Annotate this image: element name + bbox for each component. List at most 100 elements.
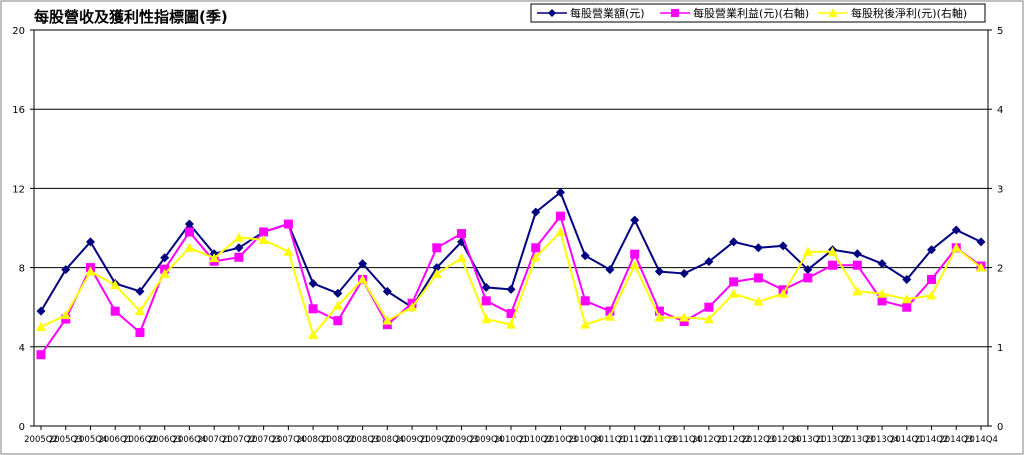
data-point [927, 245, 937, 255]
data-point [976, 237, 986, 247]
x-tick-label: 2008Q2 [321, 435, 355, 445]
data-point [704, 257, 714, 267]
data-point [802, 246, 813, 256]
data-point [481, 296, 491, 306]
y-tick-label: 16 [12, 105, 25, 116]
data-point [234, 243, 244, 253]
x-tick-label: 2013Q3 [840, 435, 874, 445]
data-point [729, 237, 739, 247]
data-point [85, 266, 96, 276]
data-point [580, 296, 590, 306]
data-point [630, 215, 640, 225]
data-point [827, 246, 838, 256]
data-point [852, 286, 863, 296]
y2-tick-label: 0 [997, 422, 1003, 433]
data-point [358, 259, 368, 269]
x-tick-label: 2006Q4 [173, 435, 207, 445]
y2-tick-label: 5 [997, 26, 1003, 37]
x-tick-label: 2009Q2 [420, 435, 454, 445]
data-point [753, 273, 763, 283]
x-tick-label: 2011Q2 [618, 435, 652, 445]
x-tick-label: 2014Q1 [890, 435, 924, 445]
data-point [951, 225, 961, 235]
data-point [555, 211, 565, 221]
legend-revenue-marker [548, 9, 556, 17]
x-tick-label: 2007Q3 [247, 435, 281, 445]
data-point [209, 253, 220, 263]
data-point [407, 302, 418, 312]
data-point [481, 282, 491, 292]
x-tick-label: 2014Q2 [915, 435, 949, 445]
data-point [506, 319, 516, 329]
data-point [135, 286, 145, 296]
data-point [531, 207, 541, 217]
x-tick-label: 2005Q4 [74, 435, 108, 445]
data-point [283, 246, 294, 256]
data-point [382, 315, 393, 325]
data-point [778, 241, 788, 251]
x-tick-label: 2006Q2 [123, 435, 157, 445]
data-point [160, 253, 170, 263]
data-point [506, 284, 516, 294]
data-point [431, 268, 442, 278]
data-point [679, 269, 689, 279]
data-point [679, 312, 690, 322]
x-tick-label: 2007Q1 [197, 435, 231, 445]
y-tick-label: 8 [19, 264, 25, 275]
x-tick-label: 2009Q1 [395, 435, 429, 445]
data-point [902, 302, 912, 312]
data-point [630, 249, 640, 259]
y2-tick-label: 3 [997, 184, 1003, 195]
data-point [580, 251, 590, 261]
data-point [654, 312, 665, 322]
data-point [357, 274, 368, 284]
data-point [902, 274, 912, 284]
data-point [259, 227, 269, 237]
x-tick-label: 2005Q2 [24, 435, 58, 445]
data-point [654, 267, 664, 277]
x-tick-label: 2014Q4 [964, 435, 998, 445]
y2-tick-label: 2 [997, 264, 1003, 275]
data-point [184, 227, 194, 237]
data-point [134, 306, 145, 316]
data-point [828, 260, 838, 270]
data-point [654, 306, 664, 316]
data-point [704, 302, 714, 312]
data-point [333, 316, 343, 326]
data-point [877, 296, 887, 306]
data-point [927, 274, 937, 284]
series-0 [36, 187, 986, 316]
data-point [85, 237, 95, 247]
legend-item-net-income: 每股稅後淨利(元)(右軸) [818, 6, 967, 20]
x-tick-label: 2006Q1 [98, 435, 132, 445]
data-point [481, 314, 492, 324]
data-point [506, 309, 516, 319]
data-point [605, 306, 615, 316]
y-tick-label: 12 [12, 184, 25, 195]
data-point [184, 219, 194, 229]
x-tick-label: 2008Q1 [296, 435, 330, 445]
data-point [555, 226, 566, 236]
x-tick-label: 2005Q3 [49, 435, 83, 445]
data-point [555, 187, 565, 197]
data-point [159, 268, 170, 278]
data-point [432, 263, 442, 273]
data-point [135, 328, 145, 338]
data-point [308, 278, 318, 288]
x-tick-label: 2012Q2 [717, 435, 751, 445]
data-point [629, 260, 640, 270]
x-tick-label: 2007Q2 [222, 435, 256, 445]
data-point [233, 232, 244, 242]
data-point [36, 350, 46, 360]
data-point [703, 314, 714, 324]
series-2 [36, 226, 986, 339]
data-point [60, 310, 71, 320]
x-tick-label: 2006Q3 [148, 435, 182, 445]
data-point [234, 252, 244, 262]
legend: 每股營業額(元) 每股營業利益(元)(右軸) 每股稅後淨利(元)(右軸) [530, 3, 986, 23]
data-point [258, 234, 269, 244]
data-point [456, 253, 467, 263]
x-tick-label: 2009Q4 [469, 435, 503, 445]
